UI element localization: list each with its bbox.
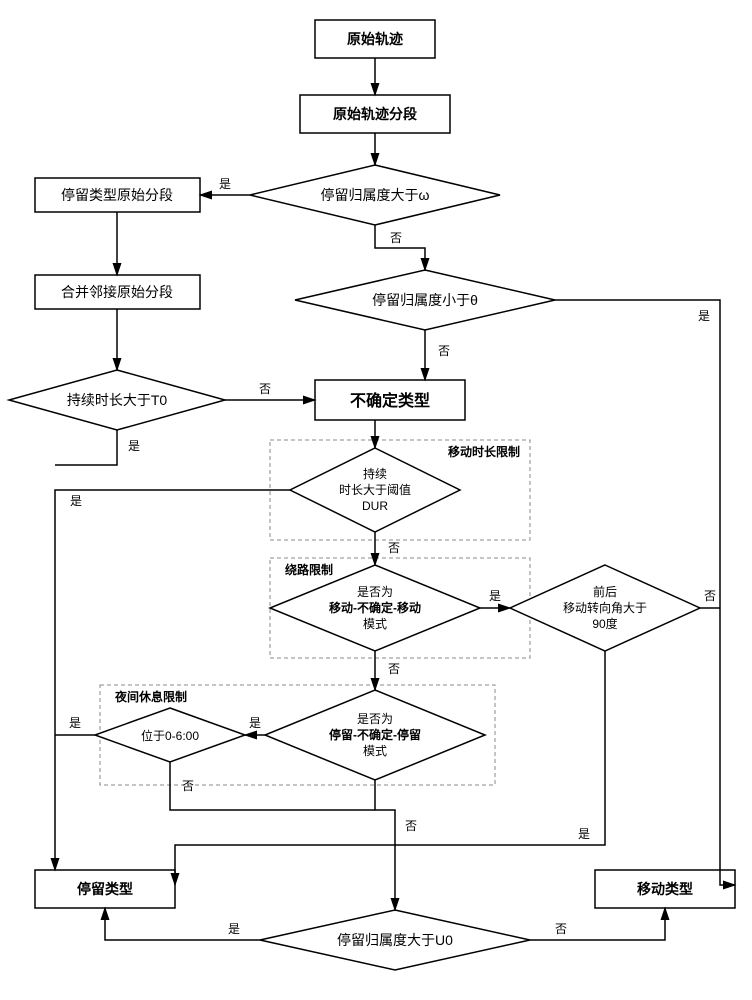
node-merge: 合并邻接原始分段 [35, 275, 200, 309]
node-d-time: 位于0-6:00 [95, 708, 245, 762]
node-d-pattern1-l2: 模式 [363, 617, 387, 631]
node-d-angle: 前后 移动转向角大于 90度 [510, 565, 700, 651]
edge-dp1-no-label: 否 [388, 662, 400, 676]
node-stay-raw: 停留类型原始分段 [35, 178, 200, 212]
group-night-label: 夜间休息限制 [114, 689, 187, 704]
node-d-omega: 停留归属度大于ω [250, 165, 500, 225]
group-dur-label: 移动时长限制 [448, 444, 520, 459]
node-uncertain: 不确定类型 [315, 380, 465, 420]
edge-du0-no-label: 否 [555, 922, 567, 936]
edge-ddur-no-label: 否 [388, 541, 400, 555]
node-d-angle-l0: 前后 [593, 584, 617, 599]
node-stay-raw-label: 停留类型原始分段 [61, 187, 173, 203]
edge-dt0-no-label: 否 [259, 382, 271, 396]
node-d-pattern1-l1: 移动-不确定-移动 [329, 600, 421, 615]
node-segment-label: 原始轨迹分段 [333, 106, 417, 122]
flowchart-canvas: 原始轨迹 原始轨迹分段 停留归属度大于ω 停留类型原始分段 合并邻接原始分段 停… [0, 0, 752, 1000]
edge-dt0-yes [55, 430, 117, 465]
node-d-dur: 持续 时长大于阈值 DUR [290, 448, 460, 532]
node-d-t0: 持续时长大于T0 [9, 370, 225, 430]
edge-dtheta-yes-label: 是 [698, 309, 710, 323]
edge-ddur-yes-label: 是 [70, 494, 82, 508]
node-d-pattern2-l2: 模式 [363, 744, 387, 758]
node-d-pattern1-l0: 是否为 [357, 585, 393, 599]
edge-dtime-no [170, 762, 375, 810]
node-d-theta-label: 停留归属度小于θ [372, 292, 478, 308]
group-detour-label: 绕路限制 [285, 562, 333, 577]
node-stay-type: 停留类型 [35, 870, 175, 908]
node-d-u0-label: 停留归属度大于U0 [337, 932, 453, 948]
node-start: 原始轨迹 [315, 20, 435, 58]
edge-dp1-yes-label: 是 [489, 589, 501, 603]
edge-dangle-yes-label: 是 [578, 827, 590, 841]
edge-dt0-yes-label: 是 [128, 439, 140, 453]
node-segment: 原始轨迹分段 [300, 95, 450, 133]
node-d-angle-l1: 移动转向角大于 [563, 600, 647, 615]
edge-domega-no-label: 否 [390, 231, 402, 245]
edge-dp2-no-label: 否 [405, 819, 417, 833]
node-d-u0: 停留归属度大于U0 [260, 910, 530, 970]
edge-dp2-yes-label: 是 [249, 716, 261, 730]
edge-dtheta-no-label: 否 [438, 344, 450, 358]
node-d-t0-label: 持续时长大于T0 [67, 392, 168, 408]
node-d-theta: 停留归属度小于θ [295, 270, 555, 330]
edge-du0-yes-label: 是 [228, 922, 240, 936]
node-d-angle-l2: 90度 [592, 616, 617, 631]
edge-ddur-yes [55, 490, 290, 870]
node-d-dur-l0: 持续 [363, 466, 387, 481]
node-merge-label: 合并邻接原始分段 [61, 284, 173, 300]
node-d-omega-label: 停留归属度大于ω [321, 187, 430, 203]
edge-domega-yes-label: 是 [219, 177, 231, 191]
node-start-label: 原始轨迹 [347, 31, 403, 47]
edge-dtime-yes-label: 是 [69, 716, 81, 730]
node-d-pattern1: 是否为 移动-不确定-移动 模式 [270, 565, 480, 651]
node-move-type-label: 移动类型 [637, 881, 693, 897]
node-d-pattern2: 是否为 停留-不确定-停留 模式 [265, 690, 485, 780]
node-d-pattern2-l1: 停留-不确定-停留 [329, 727, 421, 742]
node-d-time-label: 位于0-6:00 [141, 728, 199, 743]
node-stay-type-label: 停留类型 [77, 881, 133, 897]
node-d-pattern2-l0: 是否为 [357, 712, 393, 726]
edge-dtime-no-label: 否 [182, 779, 194, 793]
node-d-dur-l1: 时长大于阈值 [339, 482, 411, 497]
edge-dangle-no-label: 否 [704, 589, 716, 603]
node-d-dur-l2: DUR [362, 499, 388, 513]
node-uncertain-label: 不确定类型 [350, 391, 430, 410]
node-move-type: 移动类型 [595, 870, 735, 908]
edge-du0-no [530, 908, 665, 940]
